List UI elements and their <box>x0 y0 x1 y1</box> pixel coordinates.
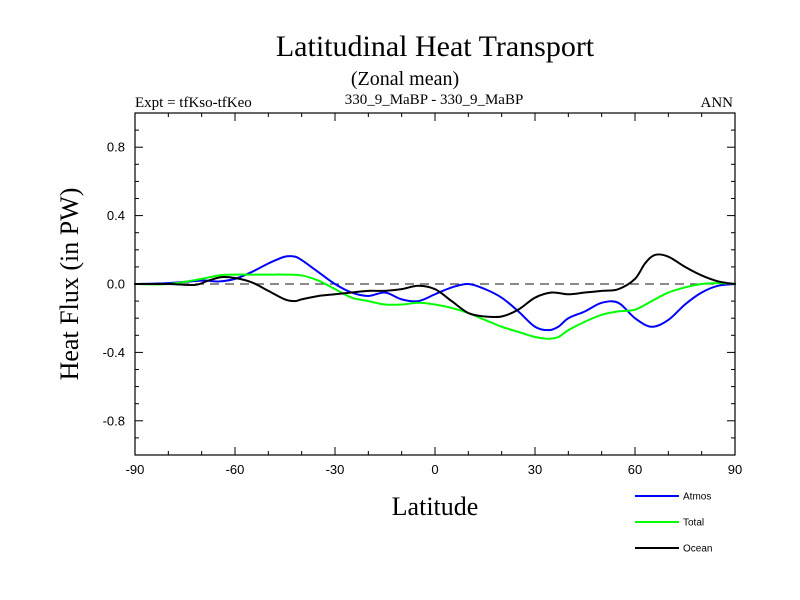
legend: Atmos Total Ocean <box>635 492 712 555</box>
comparison-label: 330_9_MaBP - 330_9_MaBP <box>345 92 524 108</box>
x-tick-label: 30 <box>528 462 542 477</box>
legend-label-ocean: Ocean <box>683 544 712 555</box>
y-tick-label: 0.0 <box>107 277 125 292</box>
y-axis-label: Heat Flux (in PW) <box>55 188 84 381</box>
experiment-label: Expt = tfKso-tfKeo <box>135 95 252 111</box>
series-line-total <box>134 273 736 340</box>
axis-ticks <box>134 112 736 456</box>
legend-label-atmos: Atmos <box>683 492 711 503</box>
series-line-atmos <box>134 254 736 332</box>
chart-title: Latitudinal Heat Transport <box>276 30 595 63</box>
y-tick-label: 0.4 <box>107 208 125 223</box>
series-line-ocean <box>134 253 736 319</box>
x-axis-label: Latitude <box>392 492 479 521</box>
y-tick-label: 0.8 <box>107 140 125 155</box>
legend-label-total: Total <box>683 518 704 529</box>
x-tick-label: 90 <box>728 462 742 477</box>
season-label: ANN <box>701 95 734 111</box>
axis-tick-labels: -90 -60 -30 0 30 60 90 0.8 0.4 0.0 -0.4 -0.8 <box>103 140 743 477</box>
x-tick-label: 0 <box>431 462 438 477</box>
plot-area <box>134 253 736 340</box>
y-tick-label: -0.8 <box>103 413 125 428</box>
chart-subtitle: (Zonal mean) <box>351 68 459 90</box>
y-tick-label: -0.4 <box>103 345 125 360</box>
x-tick-label: -30 <box>326 462 345 477</box>
x-tick-label: -60 <box>226 462 245 477</box>
x-tick-label: 60 <box>628 462 642 477</box>
x-tick-label: -90 <box>126 462 145 477</box>
